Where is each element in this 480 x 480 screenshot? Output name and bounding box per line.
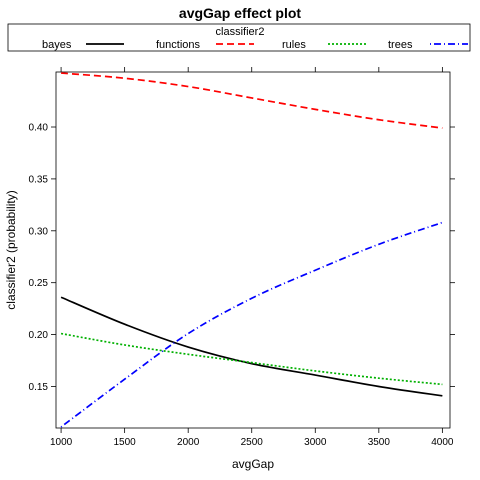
y-axis: 0.15 0.20 0.25 0.30 0.35 0.40 [29, 123, 455, 393]
x-tick-label: 2500 [241, 437, 264, 448]
y-tick-label: 0.35 [29, 174, 49, 185]
legend-title: classifier2 [216, 26, 265, 38]
y-tick-label: 0.15 [29, 382, 49, 393]
legend: classifier2 bayes functions rules trees [7, 23, 471, 52]
y-tick-label: 0.30 [29, 226, 49, 237]
y-tick-label: 0.20 [29, 330, 49, 341]
y-axis-label: classifier2 (probability) [4, 190, 18, 309]
legend-label-bayes: bayes [42, 39, 72, 51]
series-line-bayes [60, 296, 443, 397]
series-line-functions [61, 72, 443, 129]
legend-label-trees: trees [388, 39, 413, 51]
y-tick-label: 0.25 [29, 278, 49, 289]
legend-label-rules: rules [282, 39, 306, 51]
x-tick-label: 4000 [431, 437, 454, 448]
legend-border [7, 23, 471, 52]
plot-panel: 1000 1500 2000 2500 3000 3500 4000 0.15 0.20 0.2… [29, 67, 455, 448]
legend-items: bayes functions rules trees [42, 39, 468, 51]
x-axis-label: avgGap [232, 457, 274, 471]
series-line-rules [60, 332, 443, 386]
chart-title: avgGap effect plot [179, 5, 301, 21]
y-tick-label: 0.40 [29, 123, 49, 134]
series-lines [60, 72, 443, 428]
x-axis: 1000 1500 2000 2500 3000 3500 4000 [50, 67, 454, 448]
plot-border [55, 71, 451, 429]
x-tick-label: 1000 [50, 437, 73, 448]
series-line-trees [60, 221, 443, 428]
legend-label-functions: functions [156, 39, 201, 51]
x-tick-label: 2000 [177, 437, 200, 448]
x-tick-label: 3500 [368, 437, 391, 448]
x-tick-label: 1500 [114, 437, 137, 448]
x-tick-label: 3000 [304, 437, 327, 448]
